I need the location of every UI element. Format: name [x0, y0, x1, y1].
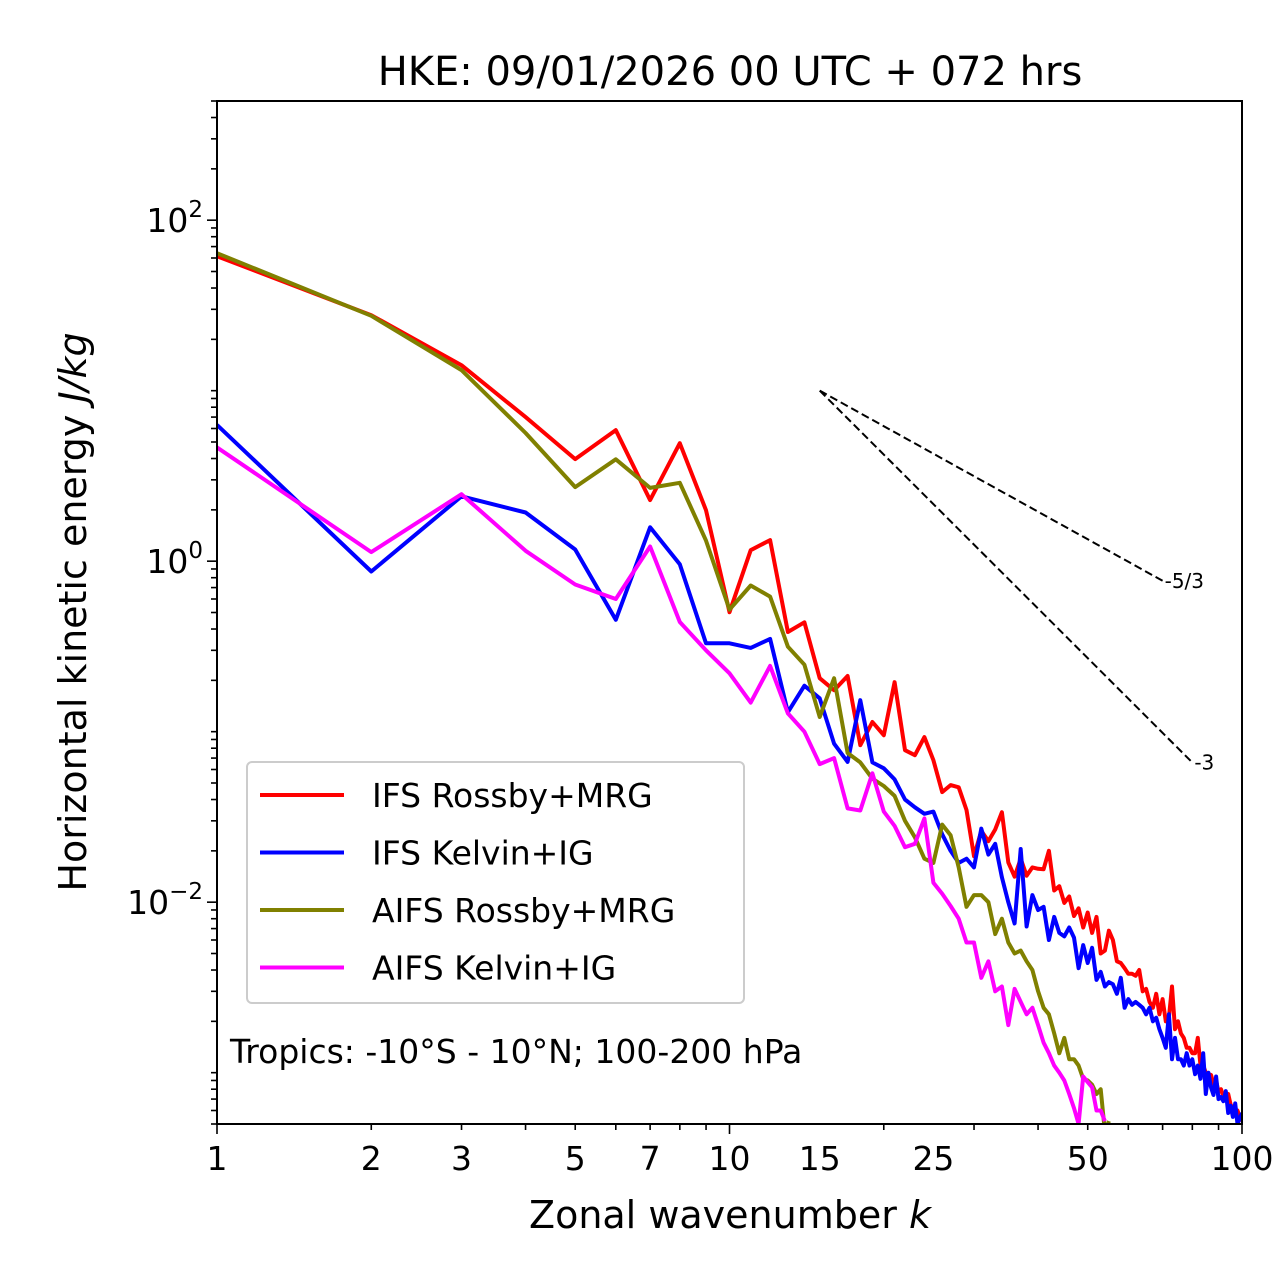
x-tick-label: 50: [1067, 1139, 1109, 1178]
reference-line-label: -5/3: [1165, 569, 1204, 593]
series-lines: [217, 251, 1242, 1124]
x-tick-label: 5: [565, 1139, 586, 1178]
y-axis-label: Horizontal kinetic energy J/kg: [51, 332, 95, 891]
x-tick-label: 3: [451, 1139, 472, 1178]
x-axis: 1 2 3 5 7 10 15 25 50 100: [207, 1124, 1274, 1178]
y-axis-label-text: Horizontal kinetic energy: [51, 415, 95, 892]
series-line-aifs-kelvin-ig: [217, 445, 1107, 1124]
legend-label: AIFS Kelvin+IG: [372, 949, 616, 988]
x-tick-label: 10: [709, 1139, 751, 1178]
y-axis-label-unit: J/kg: [51, 332, 95, 409]
x-tick-label: 15: [799, 1139, 841, 1178]
x-tick-label: 100: [1211, 1139, 1274, 1178]
y-tick-label: 10−2: [127, 879, 203, 922]
legend-label: AIFS Rossby+MRG: [372, 891, 675, 930]
reference-line-label: -3: [1194, 751, 1214, 775]
reference-line-slope-2: [819, 389, 1194, 764]
y-tick-label: 100: [146, 538, 203, 581]
plot-area: [216, 100, 1243, 1125]
x-tick-label: 2: [361, 1139, 382, 1178]
y-axis: 102 100 10−2: [127, 100, 217, 1125]
series-line-ifs-kelvin-ig: [217, 423, 1242, 1124]
chart-title: HKE: 09/01/2026 00 UTC + 072 hrs: [378, 49, 1083, 95]
x-axis-label-text: Zonal wavenumber: [529, 1193, 897, 1237]
reference-lines: [819, 389, 1194, 764]
x-axis-label: Zonal wavenumber k: [529, 1193, 933, 1237]
series-line-aifs-rossby-mrg: [217, 251, 1111, 1124]
x-axis-label-var: k: [909, 1193, 933, 1237]
region-annotation: Tropics: -10°S - 10°N; 100-200 hPa: [229, 1032, 802, 1071]
x-tick-label: 25: [912, 1139, 954, 1178]
reference-line-slope-1: [819, 389, 1164, 582]
legend-label: IFS Rossby+MRG: [372, 776, 653, 815]
legend: IFS Rossby+MRG IFS Kelvin+IG AIFS Rossby+M…: [246, 761, 745, 1004]
legend-box: [246, 761, 745, 1004]
y-tick-label: 102: [146, 197, 203, 240]
x-tick-label: 1: [207, 1139, 228, 1178]
x-tick-label: 7: [640, 1139, 661, 1178]
legend-label: IFS Kelvin+IG: [372, 834, 594, 873]
